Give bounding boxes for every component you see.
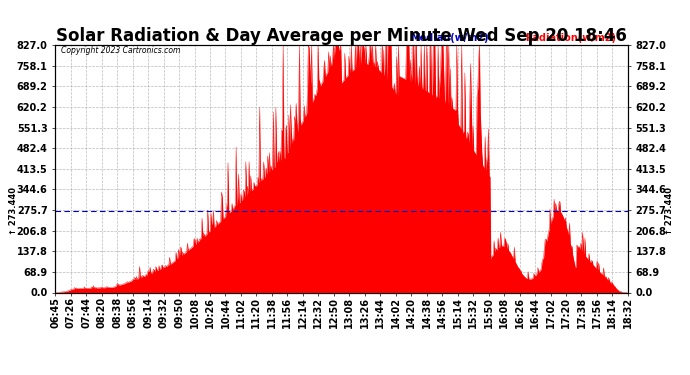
Title: Solar Radiation & Day Average per Minute Wed Sep 20 18:46: Solar Radiation & Day Average per Minute… — [56, 27, 627, 45]
Text: ↑ 273.440: ↑ 273.440 — [9, 187, 18, 235]
Text: Median(w/m2): Median(w/m2) — [411, 33, 489, 42]
Text: Copyright 2023 Cartronics.com: Copyright 2023 Cartronics.com — [61, 46, 180, 55]
Text: Radiation(w/m2): Radiation(w/m2) — [525, 33, 615, 42]
Text: ↑ 273.440: ↑ 273.440 — [665, 187, 674, 235]
